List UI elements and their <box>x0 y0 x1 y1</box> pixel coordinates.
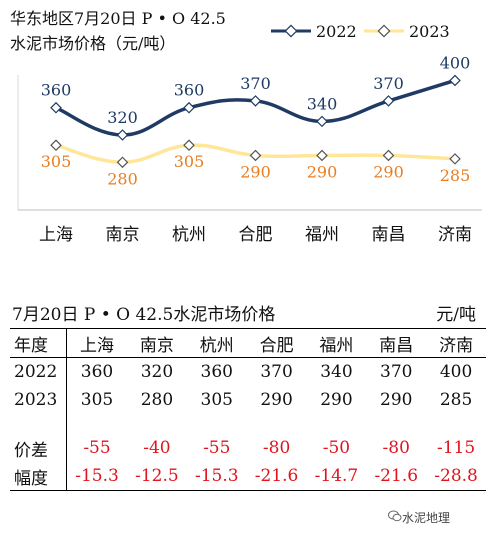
table-cell: -80 <box>262 438 291 458</box>
table-cell: -12.5 <box>127 462 187 491</box>
table-row: 幅度 -15.3 -12.5 -15.3 -21.6 -14.7 -21.6 -… <box>10 462 486 491</box>
data-point-2023 <box>382 149 395 162</box>
spacer-cell <box>67 414 487 434</box>
x-tick-label: 福州 <box>305 225 339 245</box>
series-points <box>50 74 461 169</box>
x-axis-ticks: 上海 南京 杭州 合肥 福州 南昌 济南 <box>39 225 472 245</box>
data-point-2023 <box>316 149 328 162</box>
watermark-text: 水泥地理 <box>402 511 451 525</box>
data-label-2023: 305 <box>174 152 205 171</box>
x-tick-label: 上海 <box>39 225 73 245</box>
table-cell: 290 <box>380 390 413 410</box>
table-cell: -55 <box>203 438 231 458</box>
x-tick-label: 合肥 <box>239 225 273 245</box>
header-cell: 合肥 <box>246 328 307 358</box>
data-label-2022: 340 <box>307 94 338 113</box>
table-cell: 360 <box>200 362 233 382</box>
data-point-2022 <box>183 101 195 114</box>
header-cell: 福州 <box>306 328 367 358</box>
table-cell: 360 <box>80 362 114 382</box>
table-cell: -28.8 <box>426 462 486 491</box>
table-cell: 370 <box>380 362 413 382</box>
data-label-2023: 290 <box>307 162 338 181</box>
data-point-2022 <box>449 74 461 87</box>
x-tick-label: 杭州 <box>172 225 206 245</box>
data-label-2022: 370 <box>240 74 271 93</box>
table-row: 价差 -55 -40 -55 -80 -50 -80 -115 <box>10 434 486 462</box>
table-title: 7月20日 P • O 42.5水泥市场价格 <box>12 305 276 325</box>
chart-subtitle: 水泥市场价格（元/吨） <box>10 34 175 53</box>
table-cell: 340 <box>320 362 353 382</box>
x-tick-label: 济南 <box>438 225 472 245</box>
data-label-2023: 285 <box>440 166 471 185</box>
header-cell: 上海 <box>66 328 128 358</box>
table-cell: 400 <box>439 362 473 382</box>
data-label-2022: 360 <box>41 81 72 100</box>
header-cell: 南昌 <box>366 328 427 358</box>
table-cell: -21.6 <box>366 462 427 491</box>
spacer-cell <box>10 414 67 434</box>
table-row: 2022 360 320 360 370 340 370 400 <box>10 357 486 386</box>
row-label: 2023 <box>10 386 67 414</box>
line-chart: 华东地区7月20日 P • O 42.5 水泥市场价格（元/吨） 2022 20… <box>10 9 482 245</box>
data-point-2023 <box>50 139 62 152</box>
table-cell: -21.6 <box>246 462 307 491</box>
table-spacer-row <box>10 414 486 434</box>
data-point-2023 <box>116 156 129 169</box>
table-cell: 280 <box>140 390 174 410</box>
data-label-2022: 320 <box>107 108 138 127</box>
table-cell: -80 <box>382 438 410 458</box>
table-unit: 元/吨 <box>436 305 476 325</box>
header-cell: 年度 <box>10 328 67 358</box>
table-cell: -50 <box>322 438 351 458</box>
table-header-row: 年度 上海 南京 杭州 合肥 福州 南昌 济南 <box>10 328 486 358</box>
row-label: 2022 <box>10 357 67 386</box>
data-point-2022 <box>249 95 262 107</box>
data-point-2022 <box>316 115 328 128</box>
header-cell: 杭州 <box>186 328 247 358</box>
table-cell: -40 <box>143 438 171 458</box>
x-tick-label: 南京 <box>106 225 140 245</box>
header-cell: 济南 <box>426 328 486 358</box>
data-label-2022: 400 <box>440 53 471 72</box>
table-cell: -15.3 <box>66 462 128 491</box>
legend-marker-2022 <box>284 24 298 38</box>
table-row: 2023 305 280 305 290 290 290 285 <box>10 386 486 414</box>
table-cell: 320 <box>140 362 174 382</box>
table-cell: -14.7 <box>306 462 367 491</box>
data-label-2023: 280 <box>107 169 138 188</box>
table-cell: 290 <box>260 390 293 410</box>
data-label-2023: 305 <box>41 152 72 171</box>
table-cell: 305 <box>200 390 233 410</box>
x-tick-label: 南昌 <box>372 225 406 245</box>
wechat-icon <box>388 510 402 522</box>
data-label-2022: 360 <box>174 81 205 100</box>
data-point-2023 <box>249 149 262 162</box>
legend-label-2022: 2022 <box>316 22 357 41</box>
data-point-2023 <box>449 153 461 165</box>
data-point-2023 <box>183 139 195 152</box>
table-cell: 370 <box>260 362 293 382</box>
table-cell: 285 <box>439 390 473 410</box>
data-label-2022: 370 <box>373 74 404 93</box>
chart-title: 华东地区7月20日 P • O 42.5 <box>10 9 226 28</box>
data-point-2022 <box>50 101 62 114</box>
data-point-2022 <box>382 95 395 107</box>
table-cell: -55 <box>83 438 111 458</box>
data-point-2022 <box>116 129 129 141</box>
table-cell: 305 <box>80 390 114 410</box>
price-table: 年度 上海 南京 杭州 合肥 福州 南昌 济南 2022 360 320 360… <box>10 328 486 491</box>
data-label-2023: 290 <box>373 162 404 181</box>
legend: 2022 2023 <box>271 22 450 41</box>
data-labels: 360 320 360 370 340 370 400 305 280 305 290 290 290 2… <box>41 53 471 188</box>
row-label: 幅度 <box>10 462 67 491</box>
header-cell: 南京 <box>127 328 187 358</box>
legend-marker-2023 <box>377 24 391 38</box>
data-label-2023: 290 <box>240 162 271 181</box>
legend-label-2023: 2023 <box>409 22 450 41</box>
table-cell: 290 <box>320 390 353 410</box>
table-cell: -15.3 <box>186 462 247 491</box>
table-cell: -115 <box>436 438 476 458</box>
row-label: 价差 <box>10 434 67 462</box>
